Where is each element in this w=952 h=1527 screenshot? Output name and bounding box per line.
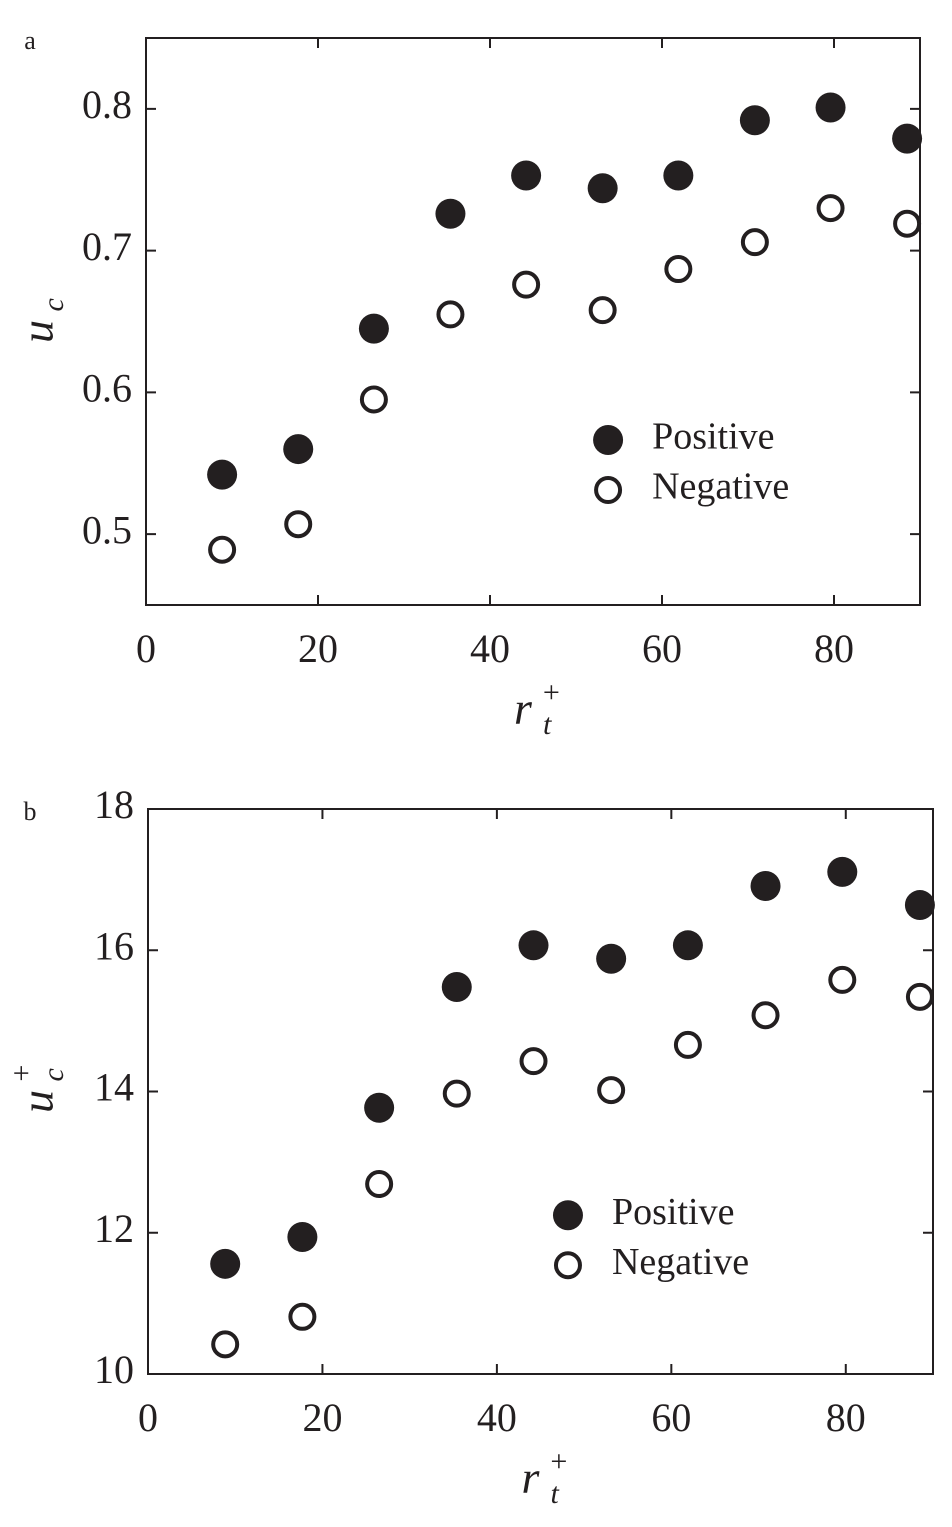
plot-frame	[145, 37, 921, 606]
y-tick-label: 0.7	[82, 224, 132, 269]
legend-label: Negative	[612, 1241, 749, 1283]
marker	[207, 459, 238, 490]
marker	[751, 1001, 780, 1030]
x-tick-label: 0	[138, 1395, 158, 1440]
x-tick-label: 0	[136, 626, 156, 671]
x-tick-label: 20	[298, 626, 338, 671]
marker	[518, 930, 549, 961]
panel-label: a	[24, 26, 36, 55]
marker	[588, 296, 617, 325]
legend-label: Negative	[652, 466, 789, 508]
legend-label: Positive	[612, 1191, 734, 1233]
marker	[663, 160, 694, 191]
x-tick-label: 80	[814, 626, 854, 671]
marker	[596, 943, 627, 974]
x-axis-label: r t+	[514, 676, 561, 741]
legend-marker	[552, 1200, 583, 1231]
axis-label-base: r	[514, 683, 533, 734]
marker	[739, 105, 770, 136]
y-tick-label: 0.6	[82, 366, 132, 411]
x-tick-label: 40	[477, 1395, 517, 1440]
plot-frame	[147, 808, 934, 1375]
marker	[827, 856, 858, 887]
marker	[365, 1170, 394, 1199]
axis-label-sub: t	[543, 708, 552, 741]
axis-label-base: r	[522, 1452, 541, 1503]
marker	[892, 123, 923, 154]
marker	[284, 510, 313, 539]
axis-label-sub: c	[37, 298, 70, 311]
panel-label: b	[24, 797, 37, 826]
marker	[816, 194, 845, 223]
marker	[359, 385, 388, 414]
y-axis-label: uc+	[5, 1063, 70, 1113]
x-tick-label: 40	[470, 626, 510, 671]
legend-marker	[593, 425, 624, 456]
marker	[828, 965, 857, 994]
marker	[512, 270, 541, 299]
axis-label-sup: +	[541, 676, 561, 709]
x-tick-label: 20	[302, 1395, 342, 1440]
y-tick-label: 18	[94, 782, 134, 827]
marker	[587, 173, 618, 204]
axis-label-sup: +	[549, 1445, 569, 1478]
marker	[673, 1030, 702, 1059]
y-tick-label: 0.5	[82, 507, 132, 552]
x-axis-label: r t+	[522, 1445, 569, 1510]
y-tick-label: 12	[94, 1206, 134, 1251]
marker	[750, 870, 781, 901]
marker	[511, 160, 542, 191]
axis-label-base: u	[12, 1090, 63, 1113]
x-tick-label: 60	[642, 626, 682, 671]
marker	[358, 313, 389, 344]
marker	[211, 1330, 240, 1359]
marker	[288, 1302, 317, 1331]
marker	[441, 971, 472, 1002]
y-tick-label: 0.8	[82, 82, 132, 127]
marker	[210, 1248, 241, 1279]
marker	[905, 982, 934, 1011]
legend-label: Positive	[652, 416, 774, 458]
marker	[740, 228, 769, 257]
legend-marker	[594, 476, 623, 505]
marker	[519, 1047, 548, 1076]
marker	[208, 535, 237, 564]
marker	[287, 1221, 318, 1252]
y-axis-label: uc	[12, 298, 70, 343]
y-tick-label: 14	[94, 1065, 134, 1110]
marker	[597, 1076, 626, 1105]
marker	[364, 1092, 395, 1123]
axis-label-sub: c	[37, 1068, 70, 1081]
marker	[442, 1079, 471, 1108]
marker	[436, 300, 465, 329]
y-tick-label: 10	[94, 1347, 134, 1392]
marker	[893, 209, 922, 238]
marker	[672, 930, 703, 961]
x-tick-label: 60	[651, 1395, 691, 1440]
x-tick-label: 80	[826, 1395, 866, 1440]
marker	[664, 255, 693, 284]
y-tick-label: 16	[94, 923, 134, 968]
axis-label-sub: t	[551, 1477, 560, 1510]
axis-label-base: u	[12, 320, 63, 343]
panel: a 0 20 40 60 80 0.5 0.6 0.7 0.8 r t+ uc Positive Negat…	[12, 26, 923, 741]
marker	[435, 198, 466, 229]
axis-label-sup: +	[5, 1063, 38, 1083]
marker	[904, 890, 935, 921]
legend-marker	[553, 1251, 582, 1280]
marker	[815, 92, 846, 123]
marker	[283, 434, 314, 465]
